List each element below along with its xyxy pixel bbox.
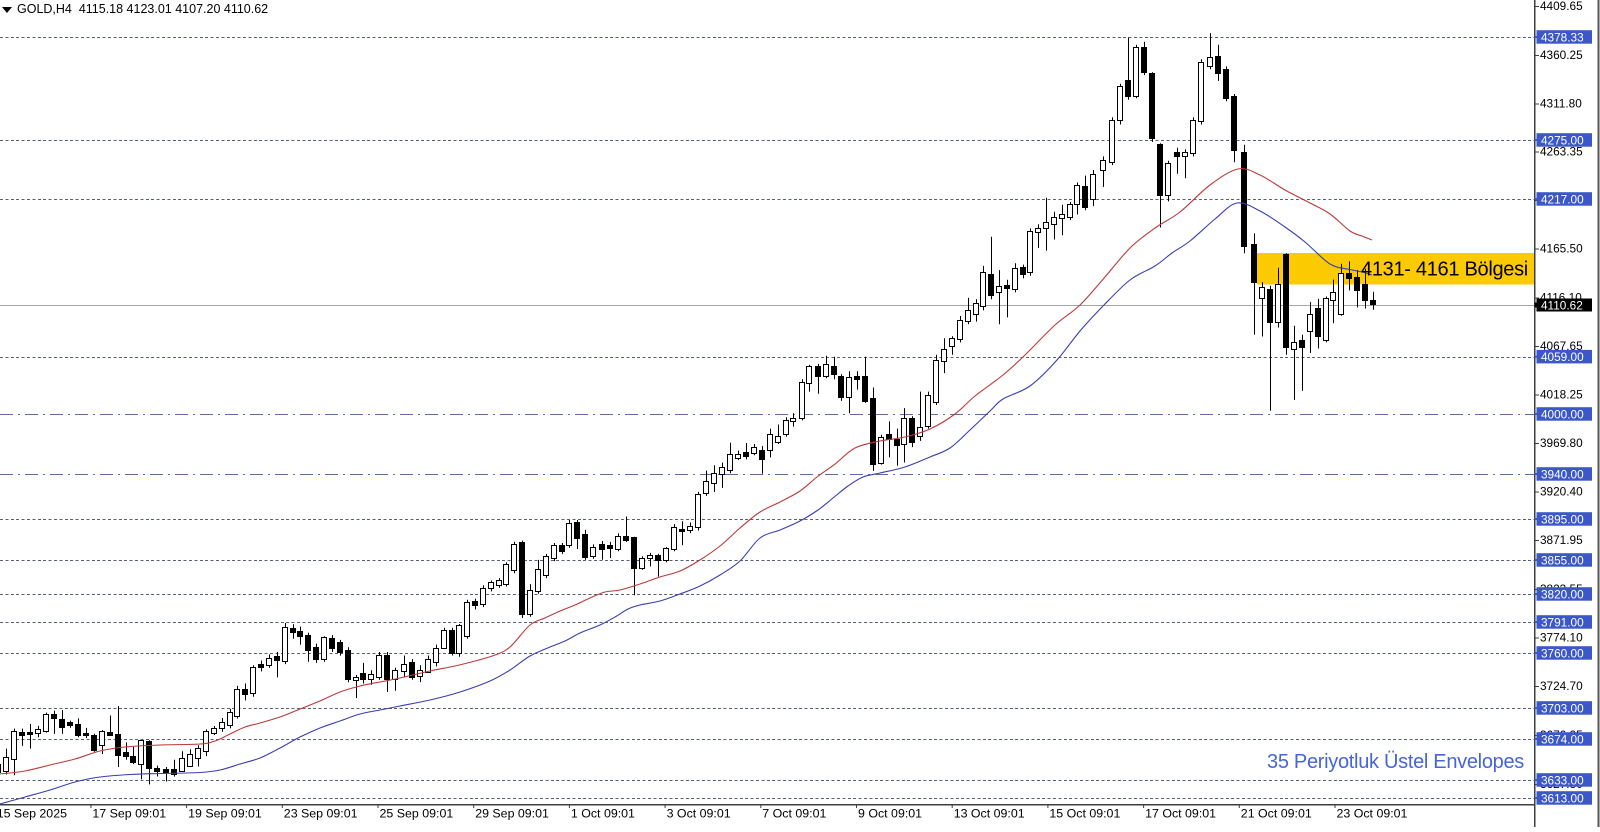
svg-text:7 Oct 09:01: 7 Oct 09:01	[762, 807, 826, 821]
svg-text:3674.00: 3674.00	[1541, 732, 1584, 746]
svg-text:4000.00: 4000.00	[1541, 407, 1584, 421]
svg-text:4360.25: 4360.25	[1540, 48, 1583, 62]
svg-text:23 Oct 09:01: 23 Oct 09:01	[1337, 807, 1408, 821]
svg-text:3760.00: 3760.00	[1541, 646, 1584, 660]
svg-text:17 Sep 09:01: 17 Sep 09:01	[92, 807, 166, 821]
svg-text:9 Oct 09:01: 9 Oct 09:01	[858, 807, 922, 821]
svg-text:4131- 4161 Bölgesi: 4131- 4161 Bölgesi	[1361, 259, 1528, 281]
svg-text:17 Oct 09:01: 17 Oct 09:01	[1145, 807, 1216, 821]
svg-text:4165.50: 4165.50	[1540, 242, 1583, 256]
svg-text:3724.70: 3724.70	[1540, 679, 1583, 693]
svg-text:19 Sep 09:01: 19 Sep 09:01	[188, 807, 262, 821]
svg-text:4067.65: 4067.65	[1540, 339, 1583, 353]
svg-text:3969.80: 3969.80	[1540, 436, 1583, 450]
svg-text:29 Sep 09:01: 29 Sep 09:01	[475, 807, 549, 821]
svg-text:3920.40: 3920.40	[1540, 485, 1583, 499]
svg-text:4263.35: 4263.35	[1540, 145, 1583, 159]
svg-text:3774.10: 3774.10	[1540, 631, 1583, 645]
svg-text:3871.95: 3871.95	[1540, 533, 1583, 547]
svg-text:15 Sep 2025: 15 Sep 2025	[0, 807, 67, 821]
svg-text:3 Oct 09:01: 3 Oct 09:01	[667, 807, 731, 821]
svg-text:4018.25: 4018.25	[1540, 388, 1583, 402]
svg-text:1 Oct 09:01: 1 Oct 09:01	[571, 807, 635, 821]
svg-text:21 Oct 09:01: 21 Oct 09:01	[1241, 807, 1312, 821]
svg-text:4059.00: 4059.00	[1541, 350, 1584, 364]
svg-text:3855.00: 3855.00	[1541, 553, 1584, 567]
svg-text:3613.00: 3613.00	[1541, 791, 1584, 805]
svg-text:3895.00: 3895.00	[1541, 512, 1584, 526]
svg-text:25 Sep 09:01: 25 Sep 09:01	[380, 807, 454, 821]
svg-text:4110.62: 4110.62	[1541, 299, 1583, 313]
svg-text:35 Periyotluk Üstel Envelopes: 35 Periyotluk Üstel Envelopes	[1267, 751, 1524, 773]
svg-text:23 Sep 09:01: 23 Sep 09:01	[284, 807, 358, 821]
svg-text:3820.00: 3820.00	[1541, 587, 1584, 601]
svg-text:3703.00: 3703.00	[1541, 701, 1584, 715]
svg-text:4311.80: 4311.80	[1540, 97, 1582, 111]
svg-text:3633.00: 3633.00	[1541, 773, 1584, 787]
svg-text:3791.00: 3791.00	[1541, 615, 1584, 629]
svg-text:13 Oct 09:01: 13 Oct 09:01	[954, 807, 1025, 821]
svg-text:15 Oct 09:01: 15 Oct 09:01	[1049, 807, 1120, 821]
svg-text:4217.00: 4217.00	[1541, 192, 1584, 206]
svg-text:GOLD,H4 4115.18 4123.01 4107.: GOLD,H4 4115.18 4123.01 4107.20 4110.62	[17, 2, 268, 16]
svg-text:4378.33: 4378.33	[1541, 30, 1584, 44]
svg-text:3940.00: 3940.00	[1541, 467, 1584, 481]
svg-text:4275.00: 4275.00	[1541, 133, 1584, 147]
svg-text:4409.65: 4409.65	[1540, 0, 1583, 13]
